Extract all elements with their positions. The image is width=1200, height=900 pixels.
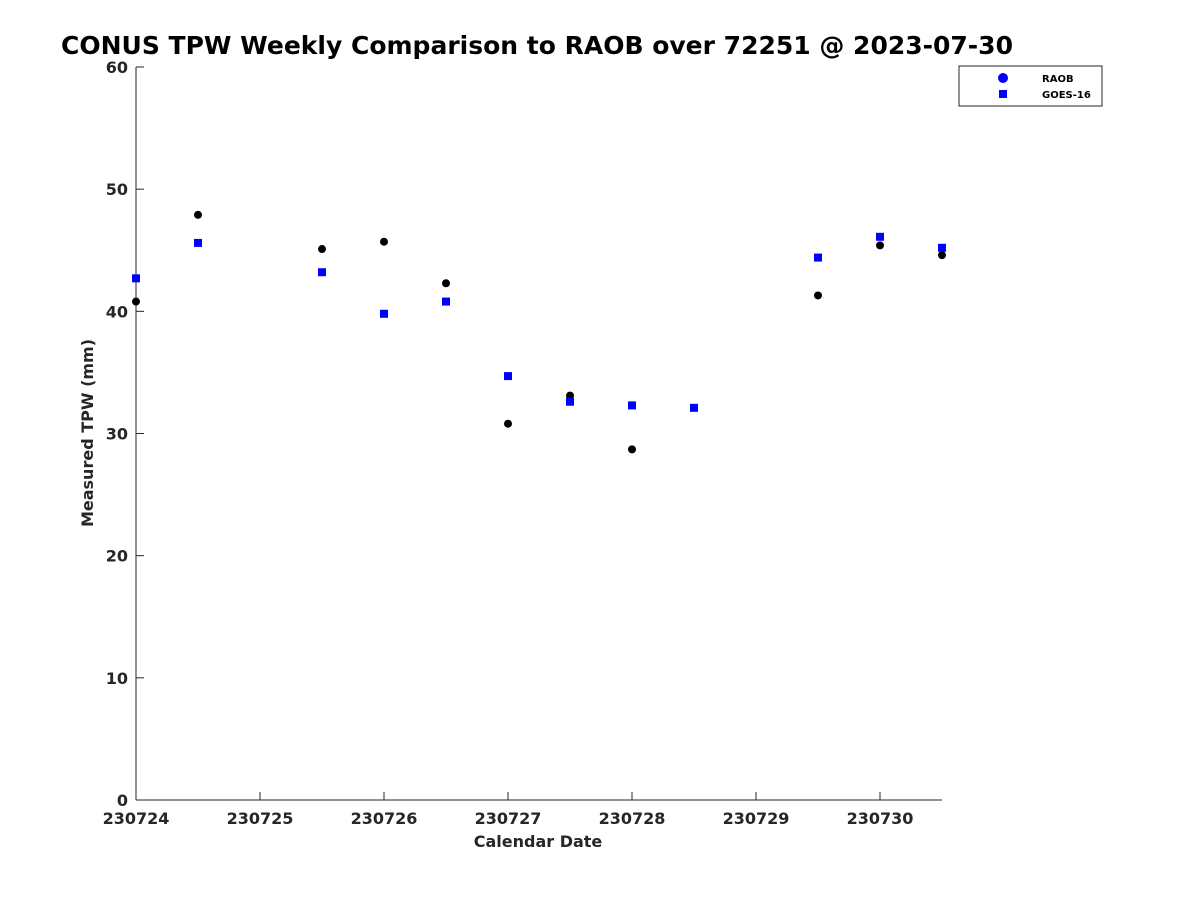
data-points <box>132 210 946 454</box>
raob-point <box>938 251 946 260</box>
goes16-point <box>442 297 450 306</box>
goes16-point <box>194 238 202 247</box>
raob-point <box>194 210 202 219</box>
goes16-point <box>876 232 884 241</box>
x-axis-label: Calendar Date <box>474 832 603 851</box>
goes16-point <box>814 253 822 262</box>
chart-title: CONUS TPW Weekly Comparison to RAOB over… <box>61 31 1013 60</box>
legend-marker-goes16 <box>999 90 1007 98</box>
goes16-point <box>132 274 140 283</box>
legend-label: GOES-16 <box>1042 90 1091 101</box>
x-tick-label: 230726 <box>351 809 418 828</box>
goes16-point <box>380 309 388 318</box>
y-tick-label: 10 <box>106 669 128 688</box>
y-axis-ticks: 0 10 20 30 40 50 60 <box>106 58 144 810</box>
y-tick-label: 0 <box>117 791 128 810</box>
goes16-point <box>318 268 326 277</box>
x-axis-ticks: 230724 230725 230726 230727 230728 230729 2307… <box>103 792 914 828</box>
raob-point <box>318 245 326 254</box>
x-tick-label: 230729 <box>723 809 790 828</box>
goes16-point <box>690 403 698 412</box>
y-axis-label: Measured TPW (mm) <box>78 339 97 527</box>
raob-point <box>876 241 884 250</box>
y-tick-label: 20 <box>106 547 128 566</box>
goes16-point <box>938 243 946 252</box>
y-tick-label: 60 <box>106 58 128 77</box>
raob-point <box>814 291 822 300</box>
y-tick-label: 50 <box>106 180 128 199</box>
x-tick-label: 230730 <box>847 809 914 828</box>
x-tick-label: 230728 <box>599 809 666 828</box>
x-tick-label: 230727 <box>475 809 542 828</box>
raob-point <box>442 279 450 288</box>
raob-point <box>504 419 512 428</box>
legend-label: RAOB <box>1042 74 1074 85</box>
legend: RAOB GOES-16 <box>958 65 1103 107</box>
y-tick-label: 40 <box>106 302 128 321</box>
goes16-point <box>628 401 636 410</box>
raob-point <box>566 391 574 400</box>
legend-box <box>958 65 1103 107</box>
raob-point <box>380 237 388 246</box>
goes16-point <box>566 397 574 406</box>
raob-point <box>132 297 140 306</box>
legend-marker-raob <box>998 73 1008 83</box>
goes16-point <box>504 372 512 381</box>
x-tick-label: 230724 <box>103 809 170 828</box>
x-tick-label: 230725 <box>227 809 294 828</box>
y-tick-label: 30 <box>106 425 128 444</box>
raob-point <box>628 445 636 454</box>
